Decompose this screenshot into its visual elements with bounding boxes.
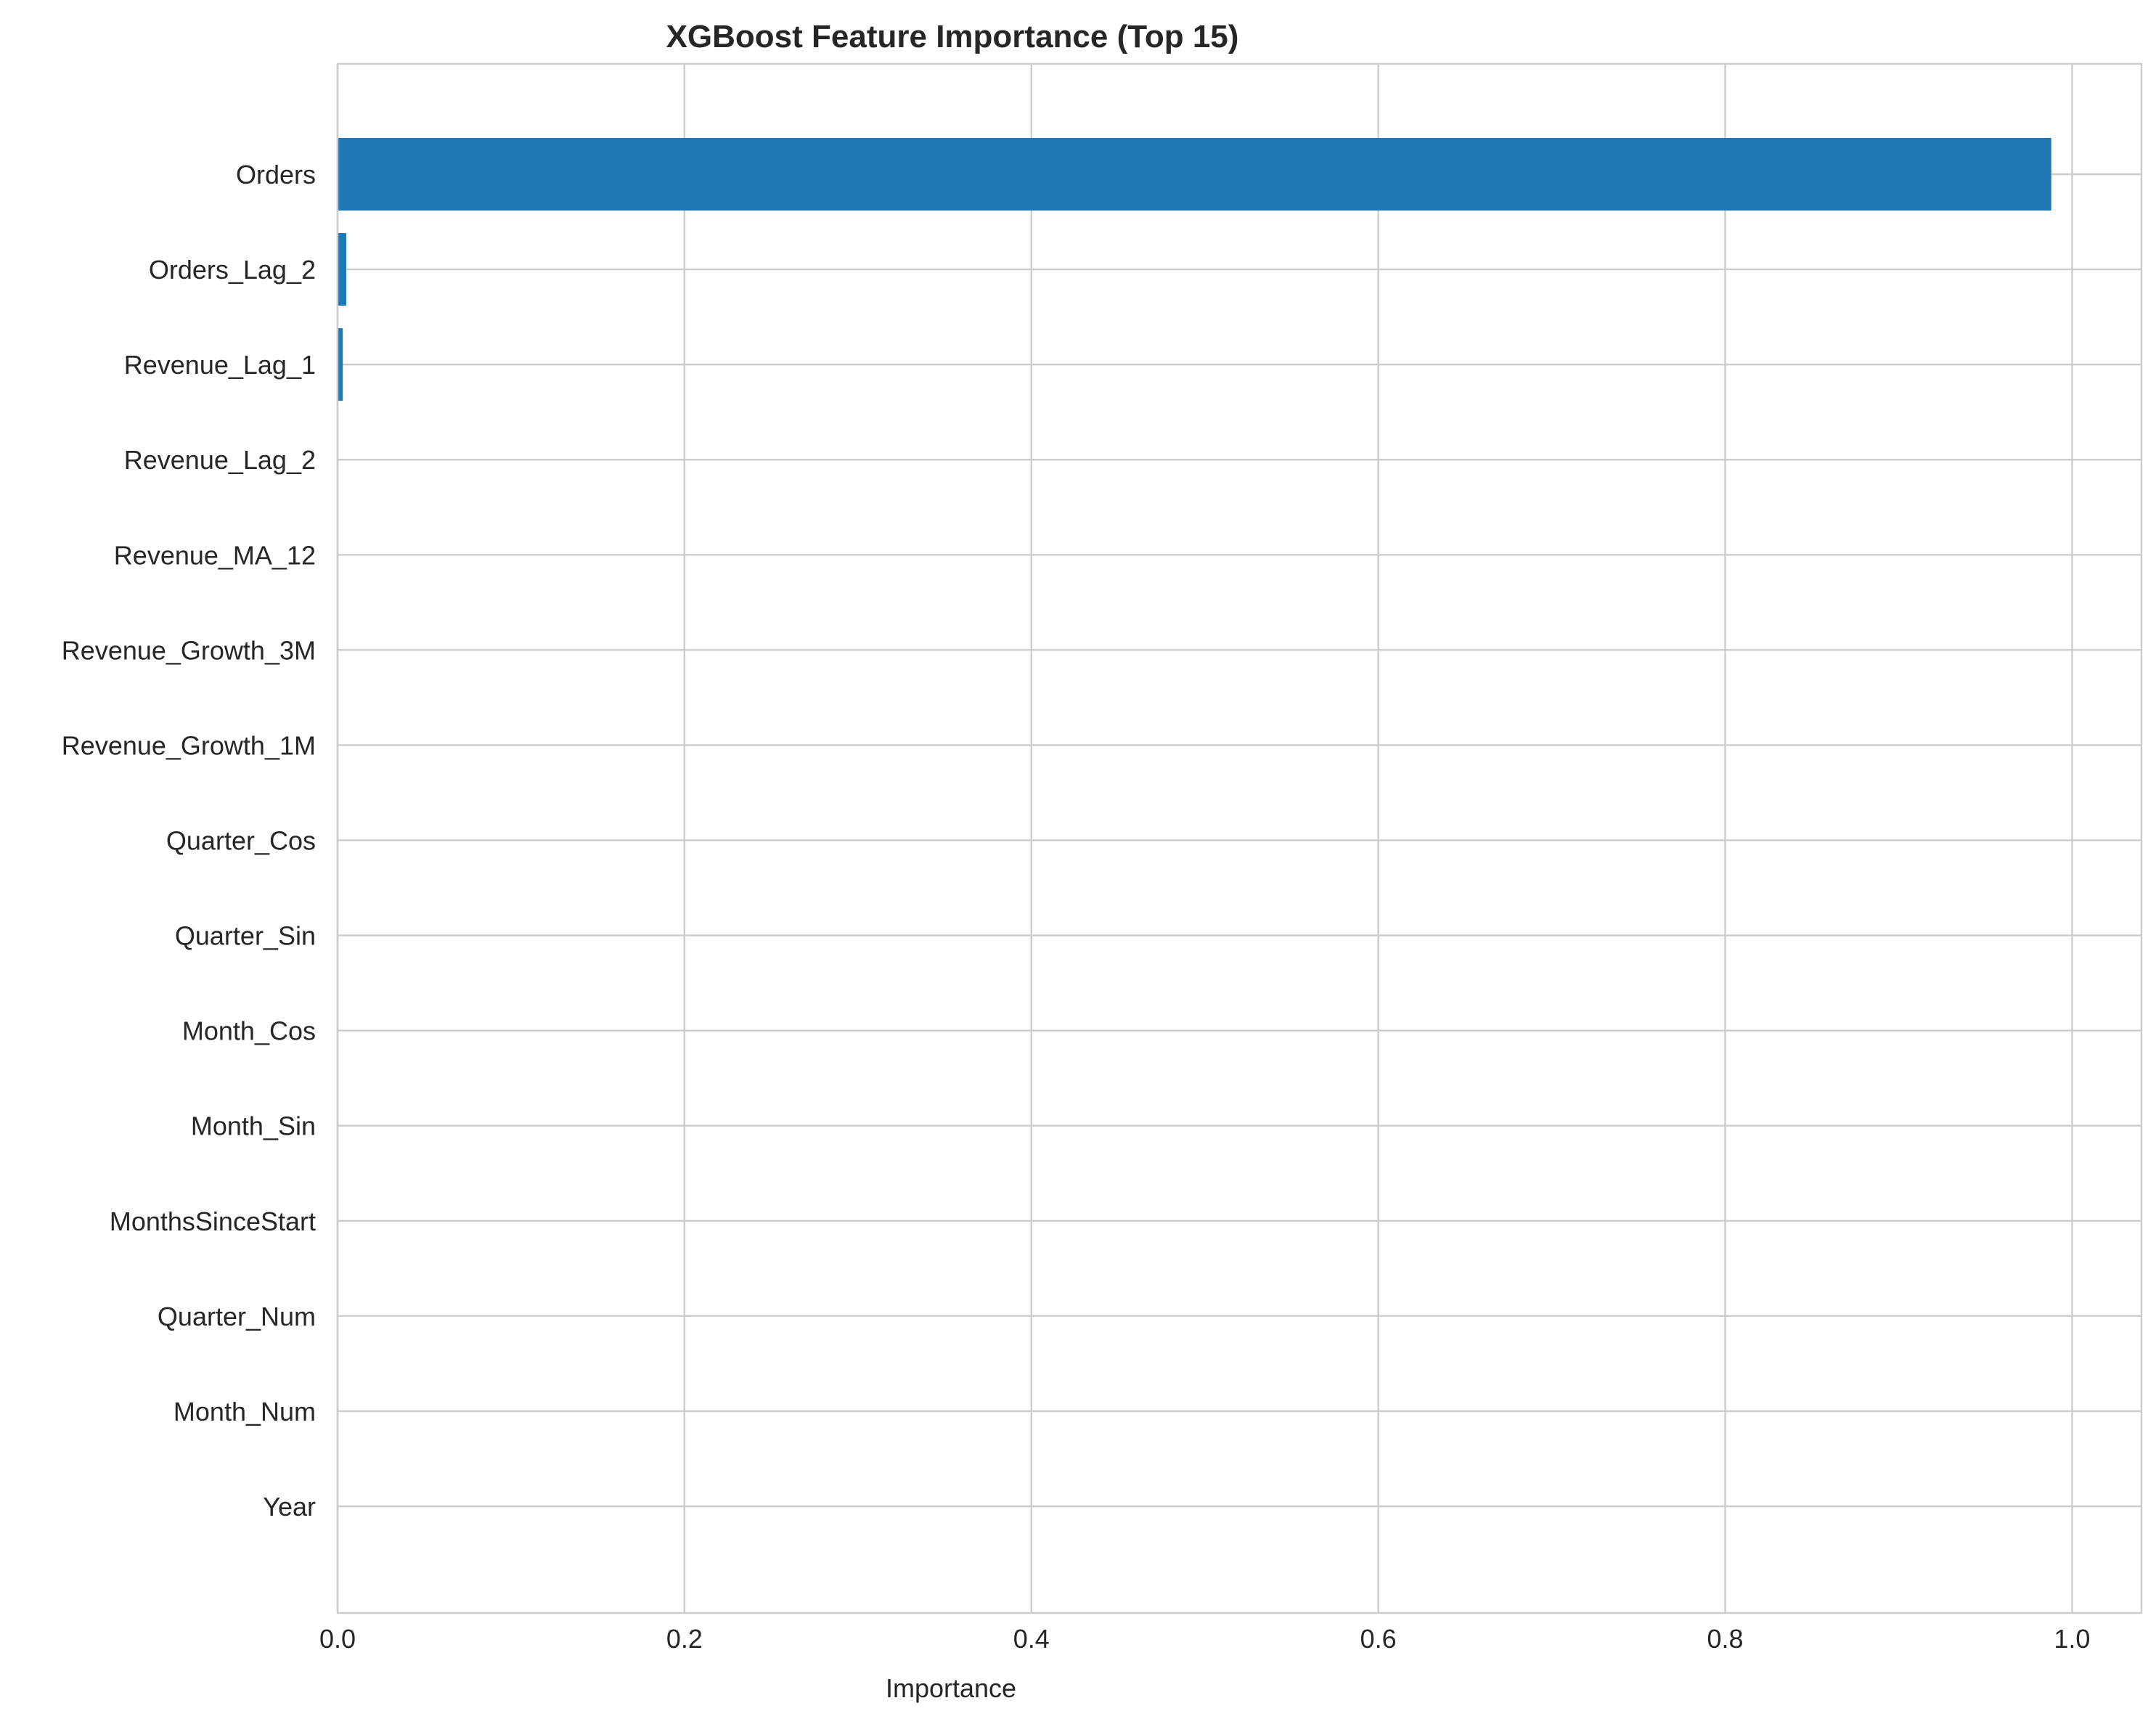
x-axis-label: Importance xyxy=(886,1673,1016,1703)
plot-frame xyxy=(336,62,2143,1614)
x-tick-label: 1.0 xyxy=(2054,1624,2090,1654)
y-tick-label: Revenue_Lag_2 xyxy=(124,445,316,475)
y-tick-label: Month_Cos xyxy=(182,1016,316,1046)
x-tick-label: 0.4 xyxy=(1013,1624,1050,1654)
y-tick-label: Year xyxy=(263,1492,316,1522)
y-tick-label: Revenue_MA_12 xyxy=(114,540,316,570)
y-tick-label: Quarter_Num xyxy=(158,1302,316,1331)
x-tick-label: 0.0 xyxy=(319,1624,356,1654)
chart-title: XGBoost Feature Importance (Top 15) xyxy=(666,19,1239,54)
bar-orders xyxy=(338,138,2051,211)
bar-orders-lag-2 xyxy=(338,233,346,306)
y-tick-label: MonthsSinceStart xyxy=(110,1206,316,1236)
y-tick-label: Orders xyxy=(236,160,316,189)
grid-lines xyxy=(336,64,2141,1613)
y-tick-label: Revenue_Lag_1 xyxy=(124,350,316,380)
bars xyxy=(338,138,2051,401)
bar-revenue-lag-1 xyxy=(338,328,343,401)
y-tick-label: Orders_Lag_2 xyxy=(149,255,316,285)
x-tick-label: 0.8 xyxy=(1707,1624,1744,1654)
y-tick-labels: Orders Orders_Lag_2 Revenue_Lag_1 Revenue_L… xyxy=(62,160,316,1522)
y-tick-label: Revenue_Growth_3M xyxy=(62,635,316,665)
y-tick-label: Quarter_Sin xyxy=(175,921,316,951)
x-tick-label: 0.6 xyxy=(1360,1624,1397,1654)
y-tick-label: Month_Num xyxy=(173,1397,316,1426)
y-tick-label: Month_Sin xyxy=(191,1111,316,1141)
x-tick-labels: 0.0 0.2 0.4 0.6 0.8 1.0 xyxy=(319,1624,2090,1654)
y-tick-label: Revenue_Growth_1M xyxy=(62,730,316,760)
y-tick-label: Quarter_Cos xyxy=(166,826,316,856)
x-tick-label: 0.2 xyxy=(666,1624,703,1654)
